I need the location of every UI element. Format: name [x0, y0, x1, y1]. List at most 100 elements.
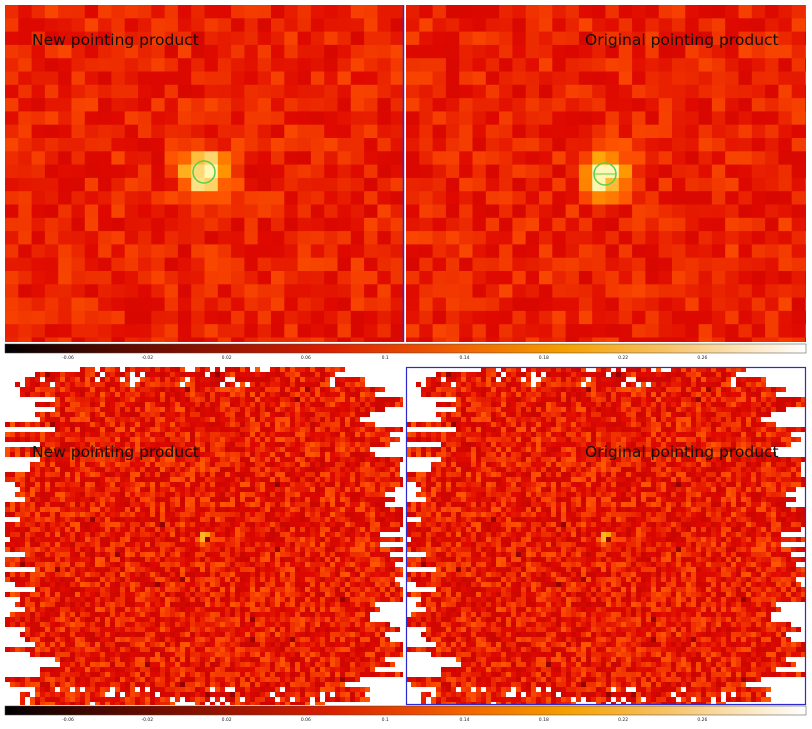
pixel — [618, 204, 633, 219]
pixel — [195, 507, 200, 512]
pixel — [345, 522, 350, 527]
pixel — [177, 257, 192, 272]
pixel — [170, 462, 175, 467]
pixel — [805, 204, 806, 219]
pixel — [257, 164, 272, 179]
pixel — [20, 482, 25, 487]
pixel — [275, 367, 280, 372]
pixel — [315, 477, 320, 482]
pixel — [80, 527, 85, 532]
pixel — [120, 482, 125, 487]
pixel — [75, 567, 80, 572]
pixel — [244, 310, 259, 325]
pixel — [512, 177, 527, 192]
pixel — [85, 432, 90, 437]
pixel — [337, 284, 352, 299]
pixel — [175, 462, 180, 467]
pixel — [110, 442, 115, 447]
pixel — [284, 151, 299, 166]
pixel — [698, 71, 713, 86]
pixel — [50, 597, 55, 602]
pixel — [75, 597, 80, 602]
pixel — [345, 512, 350, 517]
pixel — [632, 44, 646, 59]
pixel — [55, 592, 60, 597]
pixel — [124, 310, 139, 325]
pixel — [698, 84, 713, 99]
pixel — [305, 437, 310, 442]
pixel — [345, 432, 350, 437]
pixel — [685, 5, 700, 19]
pixel — [244, 337, 259, 342]
pixel — [230, 427, 235, 432]
pixel — [380, 497, 385, 502]
pixel — [738, 337, 753, 342]
pixel — [170, 467, 175, 472]
pixel — [335, 437, 340, 442]
pixel — [340, 552, 345, 557]
pixel — [725, 98, 739, 112]
pixel — [30, 422, 35, 427]
pixel — [145, 512, 150, 517]
pixel — [230, 577, 235, 582]
pixel — [35, 567, 40, 572]
pixel — [315, 567, 320, 572]
pixel — [499, 31, 513, 46]
pixel — [400, 397, 403, 402]
pixel — [225, 507, 230, 512]
pixel — [145, 372, 150, 377]
pixel — [632, 71, 646, 86]
pixel — [711, 191, 726, 205]
pixel — [164, 84, 179, 99]
pixel — [335, 527, 340, 532]
pixel — [205, 472, 210, 477]
pixel — [65, 457, 70, 462]
pixel — [365, 502, 370, 507]
pixel — [778, 5, 793, 19]
pixel — [65, 527, 70, 532]
pixel — [20, 562, 25, 567]
pixel — [204, 324, 219, 338]
pixel — [80, 447, 85, 452]
pixel — [160, 552, 165, 557]
pixel — [60, 562, 65, 567]
pixel — [65, 582, 70, 587]
pixel — [472, 324, 487, 338]
pixel — [310, 191, 325, 205]
pixel — [459, 98, 473, 112]
pixel — [220, 377, 225, 382]
pixel — [552, 71, 567, 86]
pixel — [70, 562, 75, 567]
pixel — [160, 592, 165, 597]
pixel — [295, 412, 300, 417]
pixel — [180, 482, 185, 487]
pixel — [25, 552, 30, 557]
pixel — [280, 487, 285, 492]
pixel — [370, 522, 375, 527]
pixel — [225, 402, 230, 407]
pixel — [385, 487, 390, 492]
pixel — [290, 557, 295, 562]
pixel — [320, 537, 325, 542]
pixel — [240, 592, 245, 597]
pixel — [350, 592, 355, 597]
pixel — [210, 517, 215, 522]
pixel — [285, 432, 290, 437]
pixel — [5, 447, 10, 452]
pixel — [257, 231, 272, 245]
pixel — [164, 164, 179, 179]
pixel — [805, 58, 806, 72]
pixel — [105, 547, 110, 552]
pixel — [200, 452, 205, 457]
pixel — [380, 512, 385, 517]
image-panel — [5, 367, 403, 705]
pixel — [539, 138, 553, 152]
pixel — [459, 337, 473, 342]
pixel — [325, 482, 330, 487]
pixel — [355, 482, 360, 487]
pixel — [231, 111, 245, 126]
pixel — [345, 397, 350, 402]
pixel — [98, 204, 112, 219]
pixel — [235, 517, 240, 522]
pixel — [345, 427, 350, 432]
